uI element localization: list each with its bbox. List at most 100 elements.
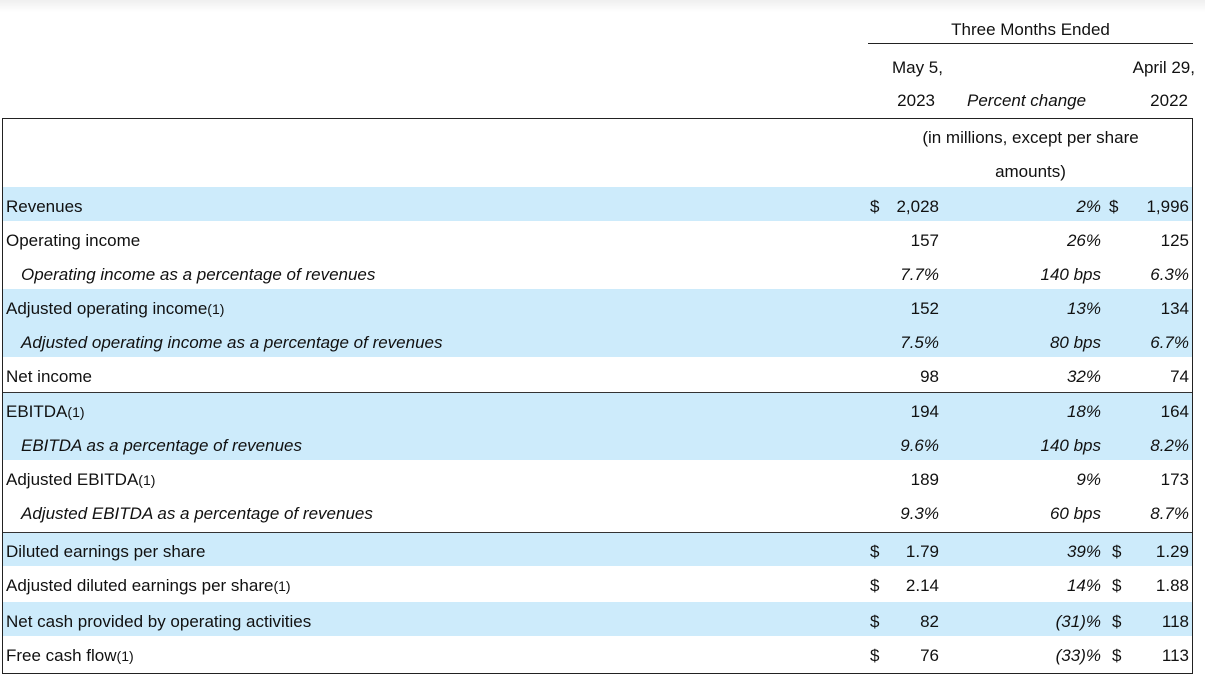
- table-row: Adjusted EBITDA as a percentage of reven…: [3, 497, 1192, 531]
- row-label: Adjusted diluted earnings per share(1): [6, 573, 291, 599]
- percent-change: 9%: [1076, 470, 1101, 489]
- units-caption-line2: amounts): [995, 162, 1066, 181]
- value-2022: 1.29: [1155, 542, 1189, 561]
- row-label: Diluted earnings per share: [6, 542, 206, 561]
- table-row: Operating income 157 26% 125: [3, 224, 1192, 258]
- value-2023: 76: [920, 646, 939, 665]
- value-2022: 125: [1160, 231, 1189, 250]
- value-2023: 98: [920, 367, 939, 386]
- currency-sign: $: [1112, 542, 1122, 561]
- value-2023: 1.79: [905, 542, 939, 561]
- table-row: Net cash provided by operating activitie…: [3, 605, 1192, 639]
- value-2022: 173: [1160, 470, 1189, 489]
- col2-header-line2: 2022: [1150, 91, 1188, 110]
- value-2022: 6.3%: [1150, 265, 1189, 284]
- currency-sign: $: [870, 576, 880, 595]
- col1-header-line2: 2023: [897, 91, 935, 110]
- percent-change: 60 bps: [1049, 504, 1101, 523]
- row-label: EBITDA(1): [6, 399, 85, 425]
- value-2022: 6.7%: [1150, 333, 1189, 352]
- table-row: Adjusted operating income as a percentag…: [3, 326, 1192, 360]
- percent-change: (31)%: [1055, 612, 1101, 631]
- units-caption-line1: (in millions, except per share: [922, 128, 1139, 147]
- percent-change: 80 bps: [1049, 333, 1101, 352]
- table-row: EBITDA(1) 194 18% 164: [3, 395, 1192, 429]
- currency-sign: $: [870, 646, 880, 665]
- row-label: EBITDA as a percentage of revenues: [21, 436, 302, 455]
- table-row: Net income 98 32% 74: [3, 360, 1192, 394]
- top-shadow: [0, 0, 1205, 12]
- value-2023: 9.6%: [900, 436, 939, 455]
- value-2022: 134: [1160, 299, 1189, 318]
- value-2022: 8.7%: [1150, 504, 1189, 523]
- band-diluted-eps: [3, 532, 1192, 566]
- table-row: Diluted earnings per share $ 1.79 39% $ …: [3, 535, 1192, 569]
- percent-change: 140 bps: [1040, 436, 1102, 455]
- row-label-text: Adjusted operating income: [6, 299, 208, 318]
- row-label: Adjusted EBITDA(1): [6, 467, 155, 493]
- value-2022: 74: [1170, 367, 1189, 386]
- currency-sign: $: [1112, 646, 1122, 665]
- table-row: Adjusted operating income(1) 152 13% 134: [3, 292, 1192, 326]
- footnote-marker: (1): [67, 404, 85, 420]
- period-group-rule: [868, 43, 1193, 44]
- percent-change: 140 bps: [1040, 265, 1102, 284]
- currency-sign: $: [870, 197, 880, 216]
- value-2022: 1.88: [1155, 576, 1189, 595]
- value-2023: 9.3%: [900, 504, 939, 523]
- band-adjusted-operating-income: [3, 289, 1192, 357]
- row-label-text: Free cash flow: [6, 646, 117, 665]
- value-2023: 2.14: [905, 576, 939, 595]
- value-2022: 113: [1161, 646, 1189, 665]
- currency-sign: $: [1112, 576, 1122, 595]
- separator-ebitda: [3, 392, 1192, 393]
- percent-change-header: Percent change: [967, 91, 1087, 110]
- value-2023: 152: [910, 299, 939, 318]
- value-2022: 8.2%: [1150, 436, 1189, 455]
- footnote-marker: (1): [207, 301, 225, 317]
- row-label: Net income: [6, 367, 92, 386]
- band-ebitda: [3, 392, 1192, 460]
- value-2023: 194: [910, 402, 939, 421]
- row-label: Adjusted operating income as a percentag…: [21, 333, 443, 352]
- value-2022: 1,996: [1146, 197, 1189, 216]
- separator-eps: [3, 532, 1192, 533]
- percent-change: 18%: [1066, 402, 1101, 421]
- footnote-marker: (1): [273, 578, 291, 594]
- row-label: Adjusted EBITDA as a percentage of reven…: [21, 504, 373, 523]
- currency-sign: $: [870, 542, 880, 561]
- currency-sign: $: [1112, 612, 1122, 631]
- value-2023: 7.5%: [900, 333, 939, 352]
- band-net-cash: [3, 602, 1192, 636]
- row-label: Net cash provided by operating activitie…: [6, 612, 312, 631]
- table-row: Revenues $ 2,028 2% $ 1,996: [3, 190, 1192, 224]
- row-label-text: EBITDA: [6, 402, 68, 421]
- percent-change: 32%: [1066, 367, 1101, 386]
- row-label-text: Adjusted EBITDA: [6, 470, 139, 489]
- currency-sign: $: [870, 612, 880, 631]
- percent-change: (33)%: [1055, 646, 1101, 665]
- table-row: Adjusted EBITDA(1) 189 9% 173: [3, 463, 1192, 497]
- footnote-marker: (1): [116, 648, 134, 664]
- percent-change: 13%: [1066, 299, 1101, 318]
- footnote-marker: (1): [138, 472, 156, 488]
- value-2023: 157: [910, 231, 939, 250]
- row-label-text: Adjusted diluted earnings per share: [6, 576, 274, 595]
- value-2023: 189: [910, 470, 939, 489]
- currency-sign: $: [1109, 197, 1119, 216]
- table-row: EBITDA as a percentage of revenues 9.6% …: [3, 429, 1192, 463]
- row-label: Revenues: [6, 197, 83, 216]
- row-label: Free cash flow(1): [6, 643, 134, 669]
- value-2023: 7.7%: [900, 265, 939, 284]
- table-border: [2, 118, 1193, 674]
- value-2023: 2,028: [896, 197, 939, 216]
- col2-header-line1: April 29,: [1132, 58, 1195, 77]
- value-2023: 82: [920, 612, 939, 631]
- table-row: Adjusted diluted earnings per share(1) $…: [3, 569, 1192, 603]
- value-2022: 164: [1160, 402, 1189, 421]
- percent-change: 14%: [1066, 576, 1101, 595]
- band-revenues: [3, 187, 1192, 221]
- row-label: Operating income: [6, 231, 141, 250]
- row-label: Adjusted operating income(1): [6, 296, 224, 322]
